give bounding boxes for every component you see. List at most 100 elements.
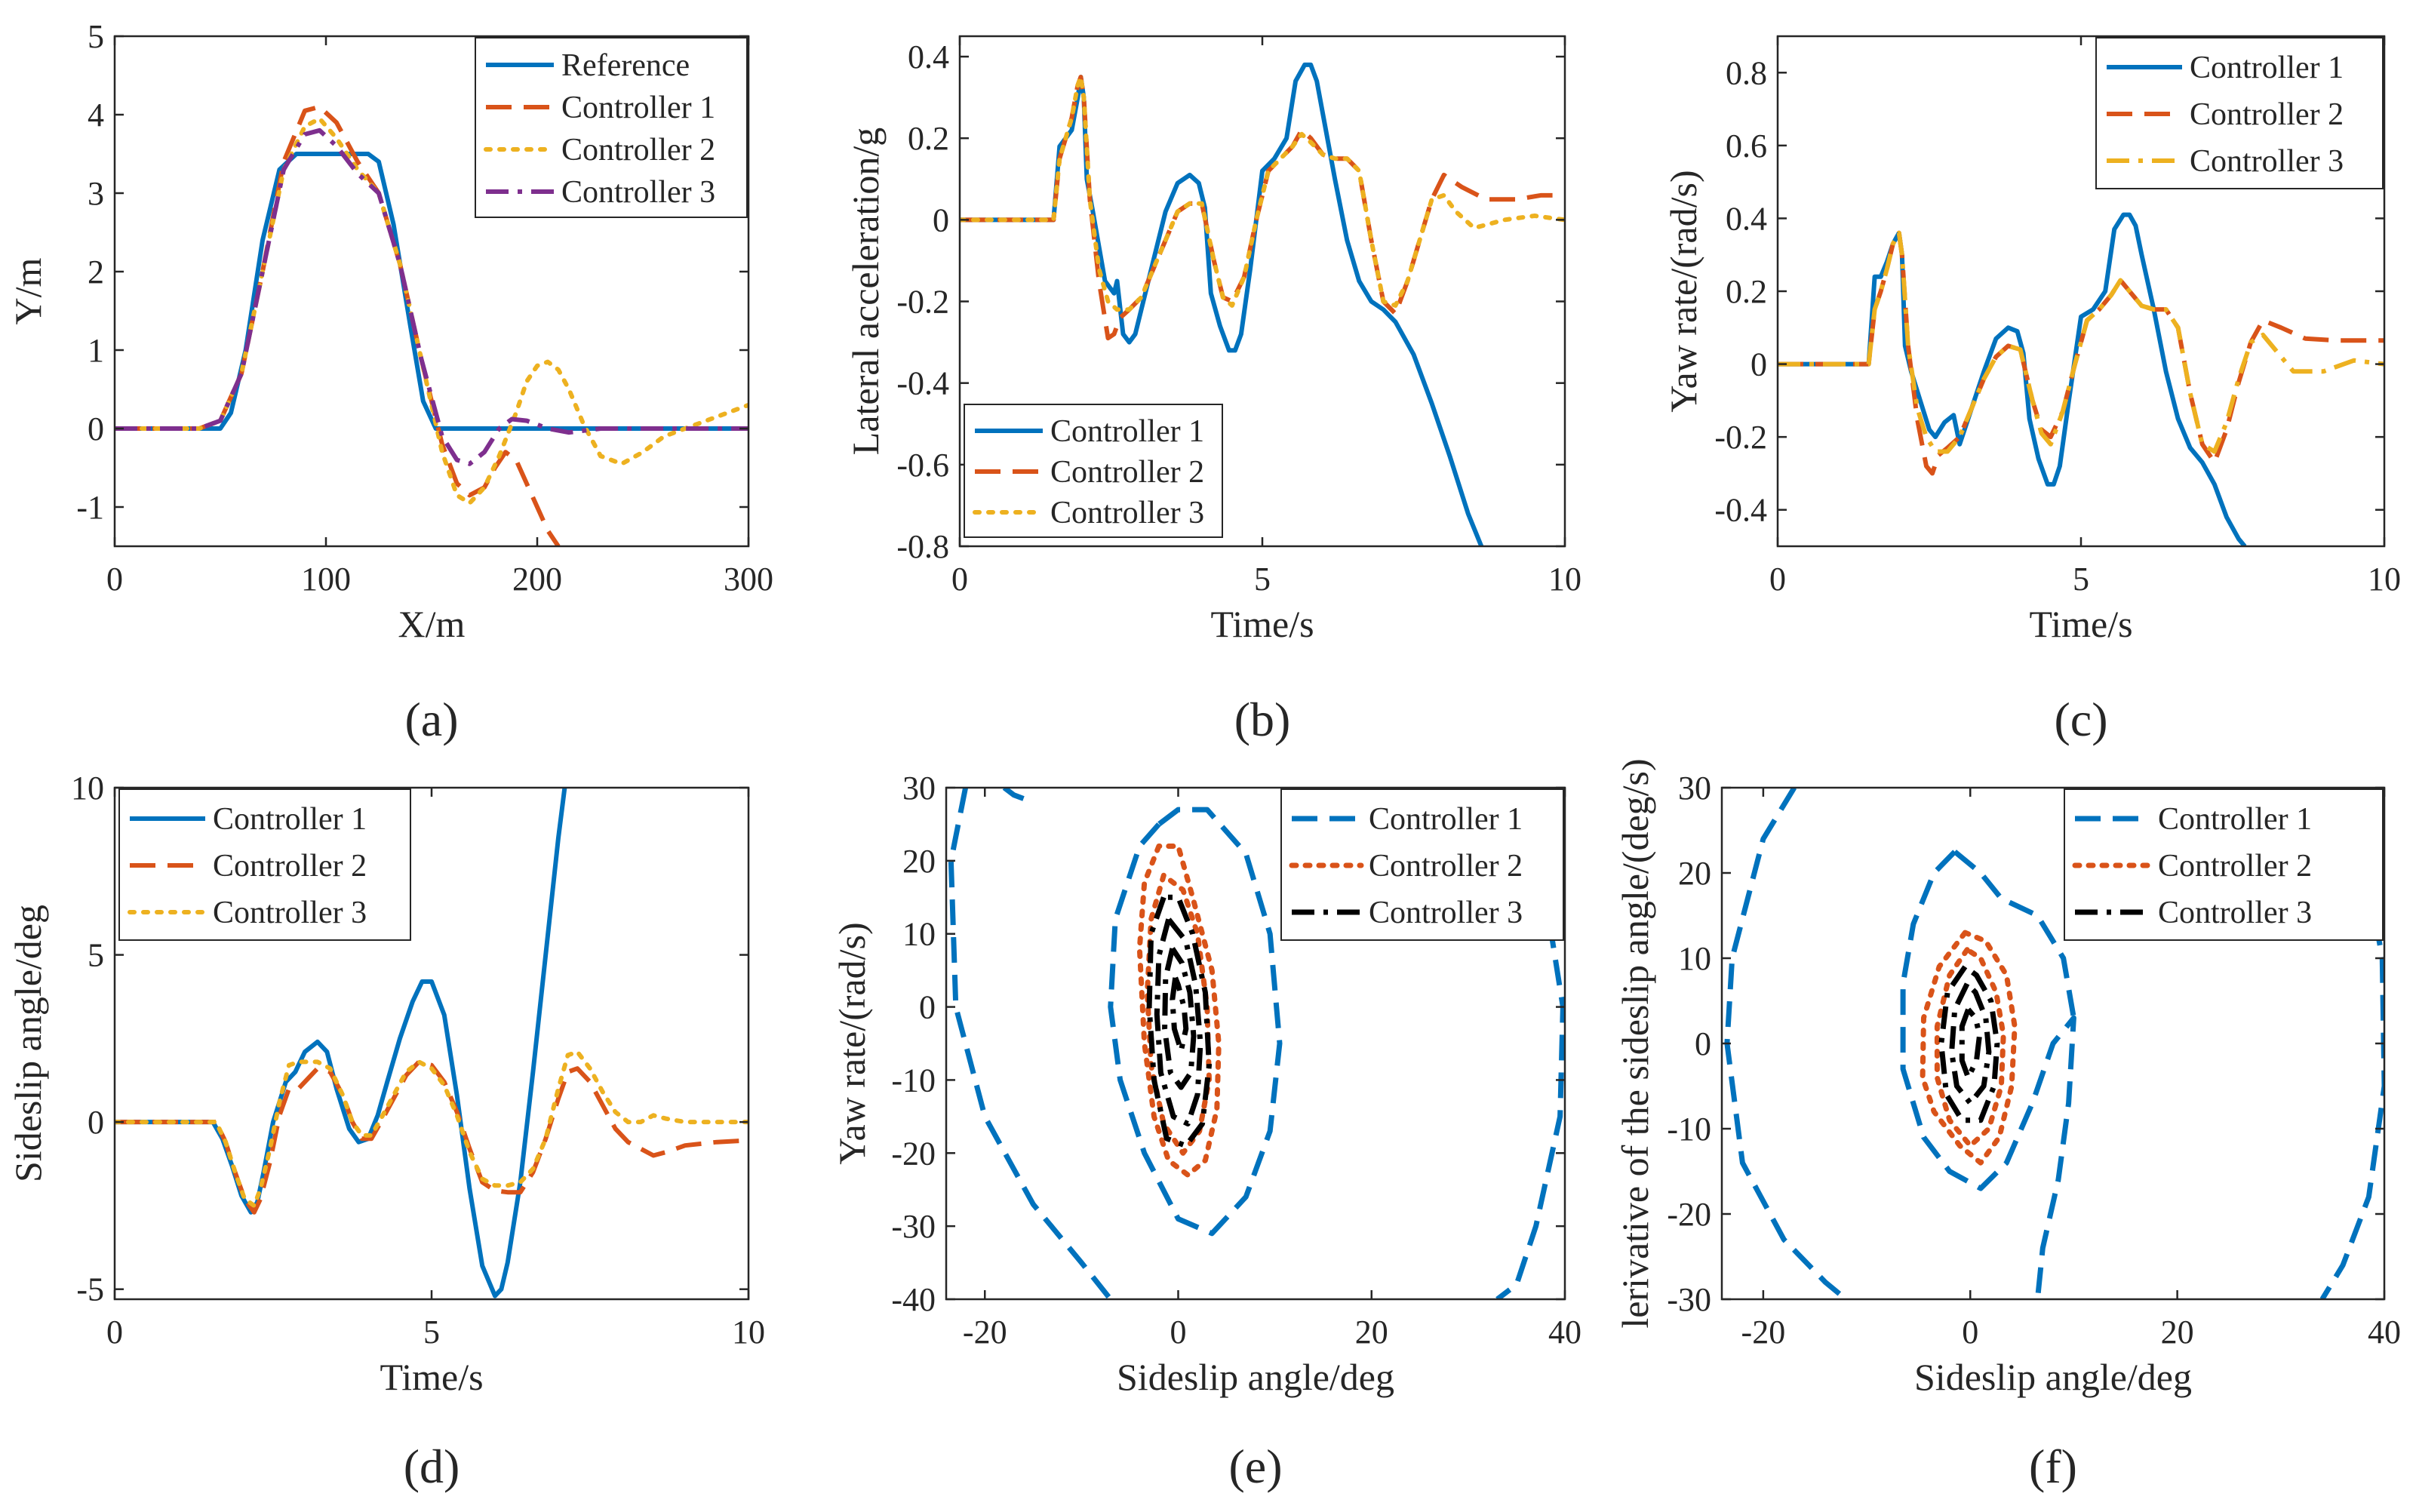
x-tick-label: -20 [1741,1314,1786,1351]
y-tick-label: 20 [902,843,936,880]
chart-panel-c: 0 5 10 -0.4 -0.2 0 0.2 0.4 0.6 0.8 Time/s Yaw rate/… [1662,35,2401,746]
legend-label-controller-1: Controller 1 [2190,51,2344,85]
legend-label-controller-2: Controller 2 [2190,97,2344,132]
y-tick-label: 5 [88,18,104,55]
panel-caption: (f) [2029,1440,2077,1493]
x-tick-label: 0 [106,561,123,598]
legend-label-reference: Reference [561,48,690,83]
legend: Controller 1 Controller 2 Controller 3 [2064,788,2384,941]
y-tick-label: 4 [88,97,104,134]
y-axis-label: Y/m [7,257,49,324]
x-axis-label: Time/s [2029,603,2132,645]
y-tick-label: 2 [88,254,104,290]
y-tick-label: -10 [891,1062,936,1099]
x-tick-label: 20 [1355,1314,1388,1351]
data-layer [1778,212,2384,546]
contour-controller-3-3 [1170,976,1189,1054]
legend-label-controller-3: Controller 3 [1369,896,1523,930]
contour-controller-3-1 [1949,982,1992,1106]
legend-label-controller-1: Controller 1 [561,91,715,125]
y-tick-label: 3 [88,175,104,212]
legend-label-controller-2: Controller 2 [1050,455,1204,490]
y-tick-label: -0.4 [1714,492,1767,529]
x-axis-label: Time/s [380,1356,483,1398]
legend-box [118,788,411,941]
legend-label-controller-1: Controller 1 [2158,802,2312,837]
chart-panel-f: -20 0 20 40 -30 -20 -10 0 10 20 30 Sideslip angle/d… [1614,758,2401,1493]
x-tick-label: 10 [732,1314,765,1351]
x-tick-label: 0 [951,561,968,598]
y-tick-label: -0.6 [896,447,949,484]
contour-controller-2-1 [1145,872,1212,1156]
y-tick-label: -1 [76,489,104,526]
x-tick-label: 10 [2368,561,2401,598]
chart-panel-a: 0 100 200 300-1012345X/mY/mReferenceControl… [7,18,773,746]
y-tick-label: 30 [1678,770,1711,807]
y-tick-label: 0 [919,989,936,1026]
y-tick-label: 10 [71,770,104,807]
y-tick-label: 0 [1695,1025,1711,1062]
x-tick-label: 0 [1962,1314,1978,1351]
contour-controller-3-2 [1959,1007,1983,1080]
chart-panel-b: 0 5 10 -0.8 -0.6 -0.4 -0.2 0 0.2 0.4 Time/s Lateral… [844,35,1581,746]
x-tick-label: 5 [1254,561,1271,598]
legend: Reference Controller 1 Controller 2 Control… [475,37,748,218]
contour-controller-1-2 [1724,788,1848,1299]
y-tick-label: 0.2 [1726,273,1767,310]
legend-label-controller-2: Controller 2 [1369,849,1523,884]
contour-controller-2-0 [1920,930,2018,1166]
legend-label-controller-1: Controller 1 [1369,802,1523,837]
contour-controller-1-0 [1900,850,2076,1299]
contour-controller-3-0 [1146,894,1212,1149]
x-axis-label: Sideslip angle/deg [1914,1356,2192,1398]
legend: Controller 1 Controller 2 Controller 3 [2095,37,2384,189]
y-tick-label: 0 [1751,346,1767,383]
y-tick-label: -0.2 [896,284,949,321]
series-line-controller-2 [115,1059,748,1215]
legend: Controller 1 Controller 2 Controller 3 [964,404,1223,538]
x-tick-label: 10 [1548,561,1581,598]
x-tick-label: 100 [301,561,351,598]
y-tick-label: 1 [88,332,104,369]
y-axis-label: Yaw rate/(rad/s) [831,922,873,1164]
y-tick-label: -20 [891,1135,936,1172]
contour-controller-1-2 [1002,788,1025,801]
x-tick-label: 40 [2368,1314,2401,1351]
data-layer [960,62,1565,546]
y-tick-label: -5 [76,1271,104,1308]
x-tick-label: 20 [2161,1314,2194,1351]
y-tick-label: 10 [902,916,936,953]
legend-label-controller-1: Controller 1 [213,802,367,837]
x-tick-label: 300 [724,561,773,598]
x-tick-label: 0 [1769,561,1786,598]
y-tick-label: -20 [1667,1196,1711,1233]
legend-box [964,404,1223,538]
legend-label-controller-1: Controller 1 [1050,414,1204,449]
legend-label-controller-2: Controller 2 [2158,849,2312,884]
axes-frame [945,786,1566,1301]
y-tick-label: 0.4 [908,38,949,75]
x-tick-label: 5 [423,1314,440,1351]
legend-label-controller-2: Controller 2 [561,133,715,167]
panel-caption: (d) [404,1440,460,1493]
y-axis-label: Yaw rate/(rad/s) [1662,170,1704,412]
contour-controller-1-1 [1953,850,2076,1019]
x-tick-label: 0 [1170,1314,1187,1351]
series-line-controller-3 [115,1049,748,1208]
legend-label-controller-3: Controller 3 [2158,896,2312,930]
y-tick-label: -30 [1667,1281,1711,1318]
contour-controller-2-0 [1136,844,1222,1178]
panel-caption: (e) [1228,1440,1282,1493]
y-tick-label: -10 [1667,1111,1711,1148]
x-tick-label: 40 [1548,1314,1581,1351]
legend-box [475,37,748,218]
panel-caption: (b) [1234,693,1291,746]
x-axis-label: X/m [398,603,466,645]
y-tick-label: 30 [902,770,936,807]
series-line-controller-3 [1778,230,2384,454]
x-tick-label: -20 [963,1314,1007,1351]
legend-label-controller-3: Controller 3 [2190,144,2344,179]
contour-controller-3-2 [1162,947,1197,1090]
y-tick-label: 0.8 [1726,54,1767,91]
